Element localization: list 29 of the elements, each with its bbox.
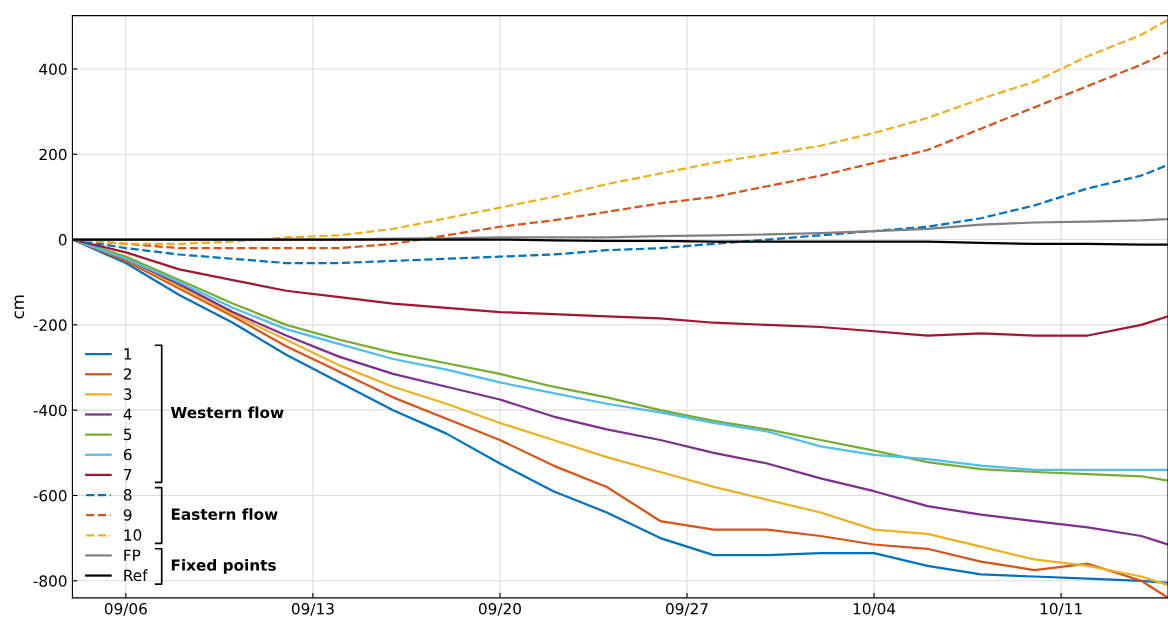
annotation: Eastern flow (171, 508, 278, 520)
y-axis-title: cm (14, 295, 25, 319)
legend-label: 10 (124, 529, 142, 541)
y-tick-label: 0 (58, 234, 67, 246)
legend-label: 6 (123, 448, 132, 461)
legend-label: 1 (124, 348, 132, 360)
y-tick-label: -400 (33, 404, 67, 417)
x-tick-label: 09/13 (291, 602, 334, 616)
legend-label: FP (124, 549, 141, 561)
y-tick-label: 200 (39, 148, 67, 161)
annotation: Fixed points (171, 559, 276, 574)
y-tick-label: -200 (33, 319, 67, 331)
y-tick-label: -600 (33, 489, 67, 502)
legend-label: 5 (124, 428, 132, 441)
x-tick-label: 10/04 (853, 602, 896, 616)
x-tick-label: 10/11 (1040, 602, 1082, 616)
y-tick-label: -800 (33, 575, 67, 587)
y-tick-label: 400 (39, 63, 67, 75)
x-tick-label: 09/20 (478, 602, 521, 616)
legend-label: 4 (123, 408, 132, 420)
x-tick-label: 09/06 (104, 602, 147, 616)
annotation: Western flow (170, 406, 284, 419)
legend-label: 9 (123, 509, 132, 521)
x-tick-label: 09/27 (666, 602, 708, 616)
legend-label: 7 (124, 469, 132, 481)
legend-label: 2 (123, 368, 132, 380)
legend-label: 3 (124, 388, 132, 400)
legend-label: 8 (123, 489, 132, 501)
legend-label: Ref (124, 569, 148, 582)
